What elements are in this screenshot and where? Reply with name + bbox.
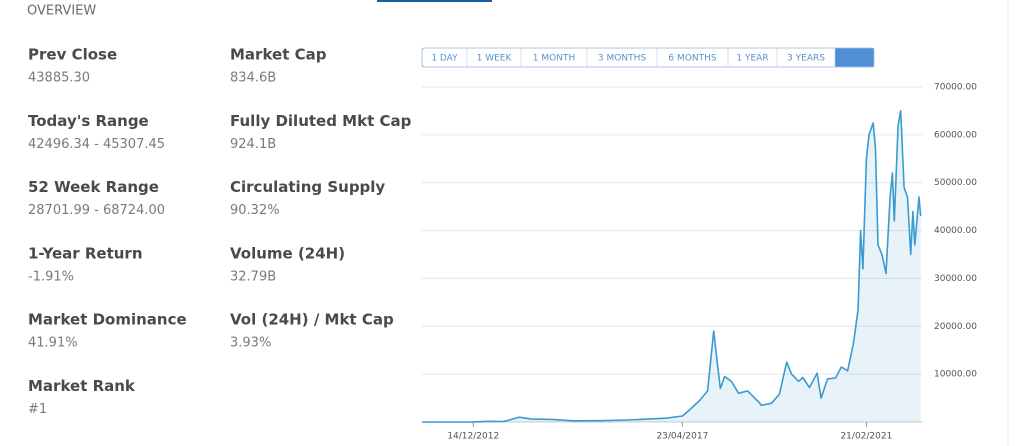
stat-value: 32.79B [230, 269, 276, 284]
stat-label: Today's Range [28, 112, 149, 130]
tab-indicator [377, 0, 492, 2]
y-tick-label: 30000.00 [934, 274, 977, 284]
y-tick-label: 10000.00 [934, 370, 977, 380]
x-tick-label: 14/12/2012 [447, 432, 499, 442]
y-tick-label: 40000.00 [934, 226, 977, 236]
range-button-label[interactable]: 1 DAY [431, 54, 458, 64]
y-tick-label: 60000.00 [934, 130, 977, 140]
range-button-label[interactable]: 3 MONTHS [598, 54, 646, 64]
y-tick-label: 20000.00 [934, 322, 977, 332]
area [422, 110, 921, 423]
stat-value: 42496.34 - 45307.45 [28, 137, 165, 152]
stat-value: 3.93% [230, 336, 271, 351]
stat-value: -1.91% [28, 269, 74, 284]
stat-label: Volume (24H) [230, 244, 345, 262]
range-button-label[interactable]: 6 MONTHS [668, 54, 716, 64]
y-tick-label: 50000.00 [934, 178, 977, 188]
stat-value: 43885.30 [28, 71, 90, 86]
range-button-label[interactable]: MAX [844, 54, 864, 64]
stats: Prev Close 43885.30 Market Cap 834.6B Today'… [28, 46, 412, 418]
stat-value: #1 [28, 402, 47, 417]
stat-label: Prev Close [28, 46, 117, 64]
stat-label: Circulating Supply [230, 178, 385, 196]
range-button-label[interactable]: 1 WEEK [477, 54, 513, 64]
chart: 10000.00 20000.00 30000.00 40000.00 50000.00… [422, 83, 977, 442]
stat-label: 52 Week Range [28, 178, 159, 196]
section-title: OVERVIEW [27, 4, 96, 19]
range-button[interactable] [834, 47, 875, 68]
x-tick-label: 23/04/2017 [656, 432, 708, 442]
range-selector: 1 DAY 1 WEEK 1 MONTH 3 MONTHS 6 MONTHS 1 YEAR… [421, 47, 875, 68]
stat-label: Market Dominance [28, 311, 187, 329]
price-line [422, 110, 922, 423]
stat-label: Vol (24H) / Mkt Cap [230, 311, 394, 329]
y-tick-label: 70000.00 [934, 83, 977, 93]
stat-value: 924.1B [230, 137, 276, 152]
x-tick-label: 21/02/2021 [840, 432, 892, 442]
range-button-label[interactable]: 1 YEAR [736, 54, 768, 64]
stat-value: 90.32% [230, 203, 280, 218]
range-button-label[interactable]: 3 YEARS [787, 54, 825, 64]
stat-label: Market Rank [28, 377, 136, 395]
stat-value: 834.6B [230, 71, 276, 86]
stat-value: 41.91% [28, 336, 78, 351]
stat-label: 1-Year Return [28, 244, 143, 262]
stat-label: Market Cap [230, 46, 327, 64]
stat-label: Fully Diluted Mkt Cap [230, 112, 412, 130]
stat-value: 28701.99 - 68724.00 [28, 203, 165, 218]
range-button-label[interactable]: 1 MONTH [533, 54, 575, 64]
